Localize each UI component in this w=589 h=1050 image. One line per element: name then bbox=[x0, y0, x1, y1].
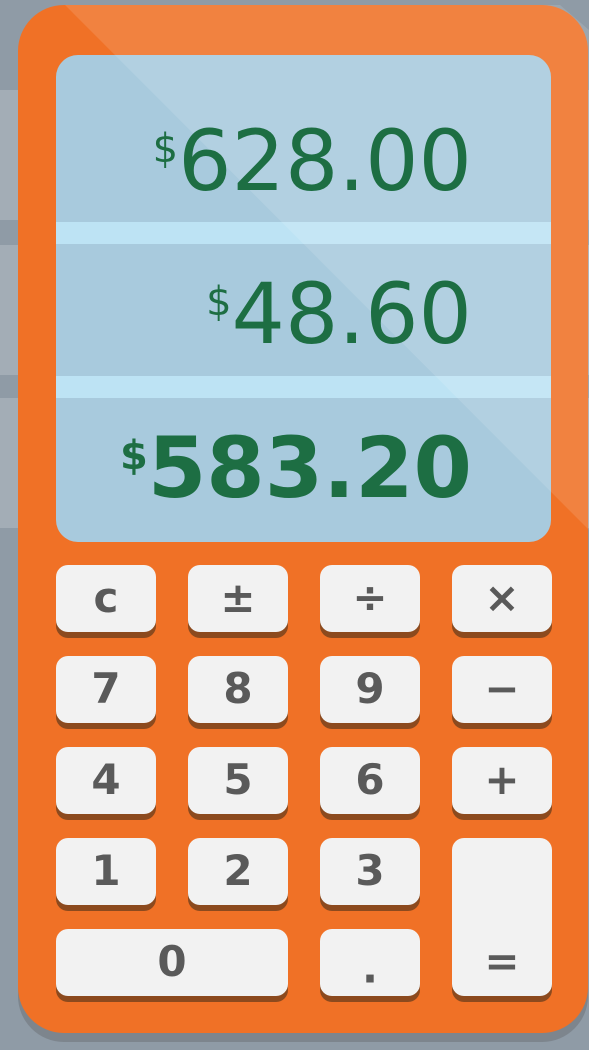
key-label: = bbox=[484, 937, 519, 986]
key-label: ± bbox=[220, 573, 255, 622]
key[interactable]: 8 bbox=[188, 656, 288, 729]
key[interactable]: 2 bbox=[188, 838, 288, 911]
display-line: $628.00 bbox=[153, 112, 472, 210]
amount: 48.60 bbox=[232, 265, 472, 363]
key-label: 0 bbox=[157, 937, 186, 986]
key[interactable]: 9 bbox=[320, 656, 420, 729]
key[interactable]: 1 bbox=[56, 838, 156, 911]
key-label: 5 bbox=[223, 755, 252, 804]
key-label: . bbox=[362, 944, 378, 993]
key[interactable]: 3 bbox=[320, 838, 420, 911]
key-label: − bbox=[484, 664, 519, 713]
key-label: 1 bbox=[91, 846, 120, 895]
key[interactable]: + bbox=[452, 747, 552, 820]
key-label: 9 bbox=[355, 664, 384, 713]
key-label: 4 bbox=[91, 755, 120, 804]
page: $628.00 $48.60 $583.20 c ± ÷ × 7 8 9 − 4 5 6 +1 2 3 0.… bbox=[0, 0, 589, 1050]
illustration: $628.00 $48.60 $583.20 c ± ÷ × 7 8 9 − 4 5 6 +1 2 3 0.… bbox=[0, 0, 589, 1050]
key[interactable]: = bbox=[452, 838, 552, 1002]
key[interactable]: 4 bbox=[56, 747, 156, 820]
key-label: c bbox=[94, 573, 119, 622]
key[interactable]: 7 bbox=[56, 656, 156, 729]
key-label: 3 bbox=[355, 846, 384, 895]
key[interactable]: − bbox=[452, 656, 552, 729]
currency: $ bbox=[206, 279, 231, 325]
key-label: 8 bbox=[223, 664, 252, 713]
key[interactable]: . bbox=[320, 929, 420, 1002]
key-label: 2 bbox=[223, 846, 252, 895]
currency: $ bbox=[153, 126, 178, 172]
key[interactable]: × bbox=[452, 565, 552, 638]
amount: 583.20 bbox=[148, 419, 472, 517]
key[interactable]: c bbox=[56, 565, 156, 638]
key[interactable]: 0 bbox=[56, 929, 288, 1002]
key[interactable]: ÷ bbox=[320, 565, 420, 638]
key[interactable]: ± bbox=[188, 565, 288, 638]
key[interactable]: 5 bbox=[188, 747, 288, 820]
key-label: ÷ bbox=[352, 573, 387, 622]
display-line: $48.60 bbox=[206, 265, 472, 363]
key-label: + bbox=[484, 755, 519, 804]
key[interactable]: 6 bbox=[320, 747, 420, 820]
amount: 628.00 bbox=[178, 112, 472, 210]
key-label: 7 bbox=[91, 664, 120, 713]
display-line: $583.20 bbox=[120, 419, 472, 517]
currency: $ bbox=[120, 433, 148, 479]
key-label: × bbox=[484, 573, 519, 622]
key-label: 6 bbox=[355, 755, 384, 804]
